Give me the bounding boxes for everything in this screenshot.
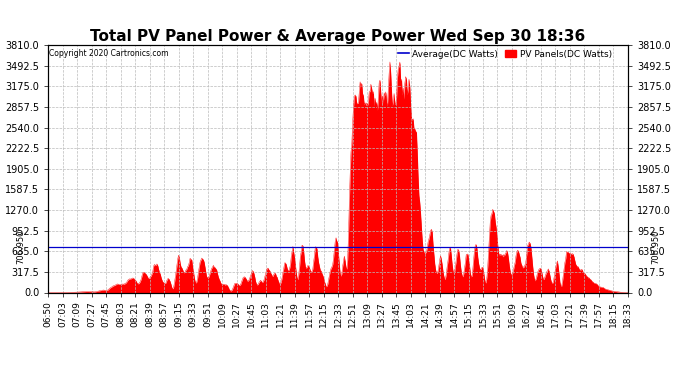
Text: Copyright 2020 Cartronics.com: Copyright 2020 Cartronics.com [49,49,168,58]
Legend: Average(DC Watts), PV Panels(DC Watts): Average(DC Watts), PV Panels(DC Watts) [397,50,612,58]
Text: 706.950: 706.950 [16,230,25,264]
Title: Total PV Panel Power & Average Power Wed Sep 30 18:36: Total PV Panel Power & Average Power Wed… [90,29,586,44]
Text: 706.950: 706.950 [651,230,660,264]
